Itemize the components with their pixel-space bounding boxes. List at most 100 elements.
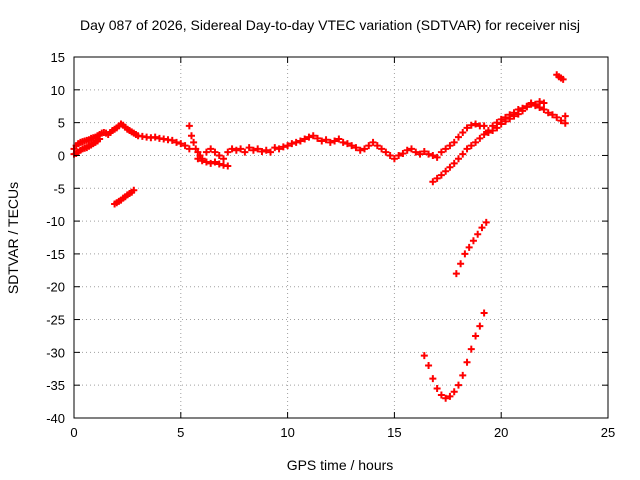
data-point	[489, 127, 497, 135]
data-point	[390, 155, 398, 163]
data-point	[514, 110, 522, 118]
data-point	[437, 171, 445, 179]
grid-lines	[74, 57, 608, 418]
data-point	[284, 142, 292, 150]
data-point	[437, 391, 445, 399]
data-point	[382, 148, 390, 156]
data-point	[207, 145, 215, 153]
data-point	[130, 186, 138, 194]
data-point	[461, 250, 469, 258]
data-point	[215, 151, 223, 159]
data-point	[407, 145, 415, 153]
data-point	[173, 138, 181, 146]
data-point	[309, 132, 317, 140]
data-point	[474, 230, 482, 238]
data-point	[296, 137, 304, 145]
data-point	[177, 140, 185, 148]
data-point	[459, 371, 467, 379]
data-point	[472, 332, 480, 340]
data-point	[202, 148, 210, 156]
data-point	[506, 115, 514, 123]
y-axis-ticks: 15 10 5 0 -5 -10 -15 -20 -25 -30 -35 -40	[46, 50, 608, 426]
data-point	[318, 137, 326, 145]
y-tick-label: -10	[46, 214, 65, 229]
data-point	[237, 145, 245, 153]
data-point	[207, 159, 215, 167]
data-point	[249, 146, 257, 154]
data-point	[540, 106, 548, 114]
data-point	[446, 392, 454, 400]
data-point	[510, 112, 518, 120]
data-point	[292, 138, 300, 146]
y-tick-label: 0	[58, 148, 65, 163]
data-point	[452, 270, 460, 278]
data-point	[181, 142, 189, 150]
data-point	[96, 135, 104, 143]
data-point	[557, 117, 565, 125]
data-point	[305, 133, 313, 141]
data-point	[198, 157, 206, 165]
x-tick-label: 5	[177, 425, 184, 440]
data-point	[420, 352, 428, 360]
data-point	[482, 218, 490, 226]
data-point	[185, 122, 193, 130]
data-point	[429, 151, 437, 159]
data-point	[241, 148, 249, 156]
data-point	[215, 160, 223, 168]
data-point	[459, 150, 467, 158]
plot-frame	[73, 56, 609, 419]
data-point	[288, 140, 296, 148]
data-point	[450, 388, 458, 396]
data-point	[454, 133, 462, 141]
y-tick-label: -20	[46, 280, 65, 295]
x-tick-label: 25	[601, 425, 615, 440]
data-point	[301, 135, 309, 143]
data-point	[437, 148, 445, 156]
data-point	[472, 138, 480, 146]
data-point	[478, 224, 486, 232]
data-point	[425, 150, 433, 158]
data-point	[187, 132, 195, 140]
data-point	[348, 142, 356, 150]
data-point	[465, 243, 473, 251]
data-point	[442, 394, 450, 402]
x-tick-label: 15	[387, 425, 401, 440]
data-point	[463, 358, 471, 366]
data-point	[442, 145, 450, 153]
data-points	[70, 71, 569, 402]
data-point	[493, 124, 501, 132]
data-point	[211, 158, 219, 166]
data-point	[450, 159, 458, 167]
data-point	[258, 148, 266, 156]
data-point	[454, 155, 462, 163]
data-point	[519, 107, 527, 115]
data-point	[548, 111, 556, 119]
data-point	[356, 146, 364, 154]
y-tick-label: -35	[46, 378, 65, 393]
data-point	[467, 121, 475, 129]
data-series	[561, 112, 569, 120]
data-point	[202, 158, 210, 166]
data-series	[484, 98, 548, 136]
data-series	[111, 186, 138, 208]
x-axis-title: GPS time / hours	[287, 457, 394, 473]
data-point	[151, 133, 159, 141]
data-point	[194, 155, 202, 163]
y-axis-title: SDTVAR / TECUs	[5, 182, 21, 294]
data-point	[369, 138, 377, 146]
data-point	[467, 142, 475, 150]
data-point	[544, 109, 552, 117]
data-point	[224, 162, 232, 170]
data-point	[322, 136, 330, 144]
data-point	[497, 120, 505, 128]
y-tick-label: 10	[51, 83, 65, 98]
data-point	[403, 146, 411, 154]
data-point	[245, 144, 253, 152]
data-point	[373, 142, 381, 150]
data-point	[531, 100, 539, 108]
data-series	[194, 155, 232, 170]
data-point	[476, 134, 484, 142]
x-tick-label: 0	[70, 425, 77, 440]
data-point	[463, 124, 471, 132]
data-point	[457, 260, 465, 268]
